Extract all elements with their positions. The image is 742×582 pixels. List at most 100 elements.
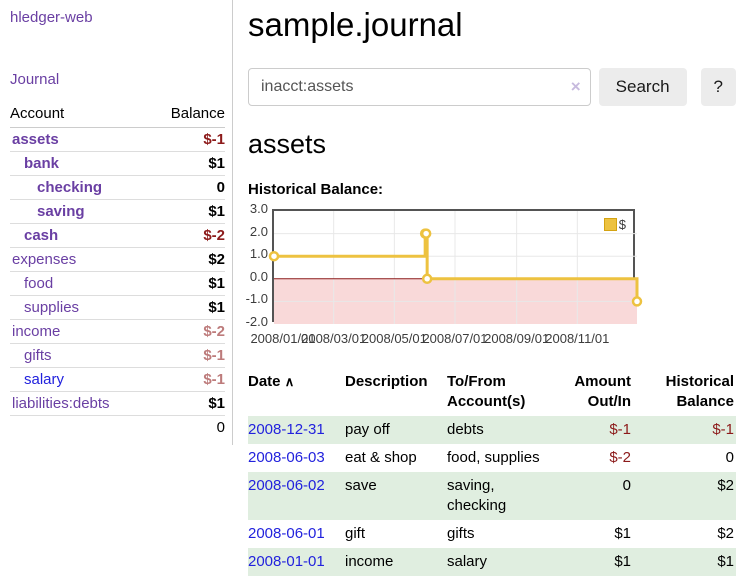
account-row: supplies $1 (10, 295, 225, 320)
account-section-heading: assets (248, 129, 327, 159)
transaction-description: gift (345, 525, 366, 542)
account-link-bank[interactable]: bank (24, 155, 60, 172)
transaction-row: 2008-06-02 save saving, checking 0 $2 (248, 472, 736, 520)
account-balance: $1 (149, 295, 225, 320)
account-balance: $-2 (149, 223, 225, 248)
clear-search-icon[interactable]: × (570, 77, 581, 96)
account-row: food $1 (10, 271, 225, 296)
transaction-balance: 0 (725, 449, 734, 466)
legend-swatch-icon (603, 218, 617, 231)
search-button[interactable]: Search (598, 68, 687, 106)
accounts-header-account: Account (10, 102, 150, 128)
sort-asc-icon: ∧ (284, 374, 295, 389)
account-balance: $-1 (149, 367, 225, 392)
sidebar: hledger-web Journal Account Balance asse… (0, 0, 233, 445)
accounts-total-value: 0 (149, 415, 225, 439)
y-axis-tick-label: -2.0 (245, 314, 268, 329)
transaction-row: 2008-01-01 income salary $1 $1 (248, 548, 736, 576)
account-balance: $2 (149, 247, 225, 272)
data-point-marker (421, 273, 433, 285)
transaction-description: income (345, 553, 394, 570)
account-row: checking 0 (10, 175, 225, 200)
chart-canvas (268, 211, 643, 324)
x-axis-tick-label: 2008/11/01 (545, 331, 610, 346)
transaction-accounts: salary (447, 553, 488, 570)
chart-legend: $ (601, 216, 628, 233)
account-row: expenses $2 (10, 247, 225, 272)
transactions-table: Date ∧ Description To/From Account(s) Am… (248, 368, 736, 576)
y-axis-tick-label: -1.0 (245, 291, 268, 307)
account-link-liabilities-debts[interactable]: liabilities:debts (12, 395, 110, 412)
historical-balance-chart: $ 3.0 2.0 1.0 0.0 -1.0 -2.0 2008/01/01 2008/03/… (246, 202, 648, 347)
x-axis-tick-label: 2008/03/01 (301, 331, 367, 346)
account-balance: $-1 (149, 127, 225, 152)
account-row: assets $-1 (10, 127, 225, 152)
transaction-amount: 0 (622, 477, 631, 494)
x-axis-tick-label: 2008/09/01 (484, 331, 550, 346)
transaction-row: 2008-06-01 gift gifts $1 $2 (248, 520, 736, 548)
account-row: cash $-2 (10, 223, 225, 248)
y-axis-tick-label: 2.0 (249, 223, 268, 239)
y-axis-tick-label: 0.0 (249, 268, 268, 284)
accounts-total-row: 0 (10, 415, 225, 439)
account-row: saving $1 (10, 199, 225, 224)
account-balance: $-2 (149, 319, 225, 344)
app-brand-link[interactable]: hledger-web (10, 9, 93, 26)
x-axis-tick-label: 2008/05/01 (361, 331, 427, 346)
transaction-date-link[interactable]: 2008-06-02 (248, 477, 325, 494)
transaction-row: 2008-06-03 eat & shop food, supplies $-2 0 (248, 444, 736, 472)
transaction-date-link[interactable]: 2008-01-01 (248, 553, 325, 570)
transaction-accounts: saving, checking (447, 477, 507, 514)
transaction-description: save (345, 477, 377, 494)
transaction-amount: $-2 (609, 449, 631, 466)
search-input[interactable] (248, 68, 591, 106)
transaction-balance: $2 (717, 477, 734, 494)
account-link-cash[interactable]: cash (24, 227, 59, 244)
account-link-supplies[interactable]: supplies (24, 299, 80, 316)
account-row: gifts $-1 (10, 343, 225, 368)
transaction-amount: $-1 (609, 421, 631, 438)
transaction-row: 2008-12-31 pay off debts $-1 $-1 (248, 416, 736, 444)
account-link-gifts[interactable]: gifts (24, 347, 52, 364)
data-point-marker (420, 228, 432, 239)
transaction-balance: $1 (717, 553, 734, 570)
txn-header-date[interactable]: Date ∧ (248, 373, 295, 390)
txn-header-description: Description (345, 373, 428, 390)
x-axis-tick-label: 2008/01/01 (250, 331, 316, 346)
x-axis-tick-label: 2008/07/01 (422, 331, 488, 346)
account-balance: $1 (149, 391, 225, 416)
account-link-saving[interactable]: saving (37, 203, 85, 220)
transaction-date-link[interactable]: 2008-06-03 (248, 449, 325, 466)
account-balance: $1 (149, 199, 225, 224)
account-row: salary $-1 (10, 367, 225, 392)
legend-label: $ (618, 217, 626, 232)
y-axis-tick-label: 1.0 (249, 246, 268, 262)
account-link-salary[interactable]: salary (24, 371, 65, 388)
chart-title: Historical Balance: (248, 181, 384, 198)
transaction-date-link[interactable]: 2008-06-01 (248, 525, 325, 542)
account-row: income $-2 (10, 319, 225, 344)
data-point-marker (631, 296, 643, 307)
account-link-assets[interactable]: assets (12, 131, 59, 148)
account-row: liabilities:debts $1 (10, 391, 225, 416)
transaction-accounts: gifts (447, 525, 475, 542)
data-point-marker (268, 250, 280, 262)
accounts-header-balance: Balance (149, 102, 225, 128)
transaction-description: pay off (345, 421, 390, 438)
transaction-date-link[interactable]: 2008-12-31 (248, 421, 325, 438)
sidebar-item-journal[interactable]: Journal (10, 71, 60, 88)
txn-header-accounts: To/From Account(s) (447, 373, 526, 410)
transaction-balance: $2 (717, 525, 734, 542)
transaction-amount: $1 (614, 553, 631, 570)
account-balance: $1 (149, 151, 225, 176)
account-balance: 0 (149, 175, 225, 200)
txn-header-balance: Historical Balance (665, 373, 734, 410)
transaction-description: eat & shop (345, 449, 417, 466)
account-link-income[interactable]: income (12, 323, 61, 340)
transaction-amount: $1 (614, 525, 631, 542)
txn-header-amount: Amount Out/In (574, 373, 631, 410)
account-link-expenses[interactable]: expenses (12, 251, 77, 268)
account-link-food[interactable]: food (24, 275, 54, 292)
help-button[interactable]: ? (700, 68, 736, 106)
account-link-checking[interactable]: checking (37, 179, 103, 196)
